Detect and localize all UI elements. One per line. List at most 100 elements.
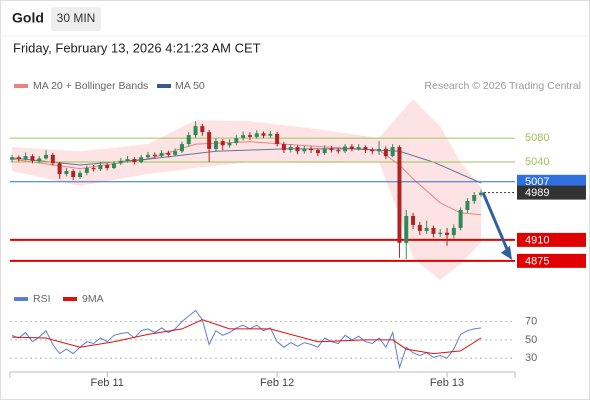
candle-body — [145, 154, 150, 158]
candle-body — [417, 224, 422, 231]
candle-body — [84, 168, 89, 173]
forecast-arrow — [481, 192, 511, 255]
level-label: 4989 — [525, 187, 549, 199]
indicator-tick-label: 50 — [525, 334, 537, 346]
candle-body — [465, 200, 470, 210]
candle-body — [10, 157, 15, 160]
level-label: 4910 — [525, 234, 549, 246]
candle-body — [111, 163, 116, 169]
candle-body — [186, 135, 191, 145]
candle-body — [336, 150, 341, 152]
legend-label: RSI — [33, 293, 51, 305]
candle-body — [438, 232, 443, 234]
candle-body — [302, 148, 307, 152]
candle-body — [91, 168, 96, 170]
candle-body — [57, 163, 62, 175]
candle-body — [50, 154, 55, 164]
candle-body — [125, 159, 130, 161]
candle-body — [411, 215, 416, 225]
candle-body — [23, 156, 28, 160]
candle-body — [281, 144, 286, 151]
candle-body — [445, 232, 450, 236]
level-label: 5040 — [525, 156, 549, 168]
x-tick-label: Feb 11 — [90, 377, 123, 389]
legend-label: MA 20 + Bollinger Bands — [33, 80, 148, 92]
candle-body — [458, 209, 463, 228]
candle-body — [472, 194, 477, 201]
candle-body — [390, 147, 395, 157]
candle-body — [132, 159, 137, 163]
candle-body — [295, 147, 300, 152]
candle-body — [322, 148, 327, 154]
candle-body — [261, 133, 266, 136]
candle-body — [451, 227, 456, 236]
candle-body — [397, 147, 402, 243]
level-box — [517, 232, 586, 247]
candle-body — [193, 126, 198, 136]
candle-body — [200, 126, 205, 133]
candle-body — [404, 215, 409, 243]
credit: Research © 2026 Trading Central — [424, 80, 581, 92]
x-tick-label: Feb 12 — [260, 377, 294, 389]
candle-body — [329, 148, 334, 151]
candle-body — [268, 133, 273, 136]
legend-swatch — [14, 84, 28, 88]
x-tick-label: Feb 13 — [430, 377, 464, 389]
candle-body — [173, 151, 178, 155]
candle-body — [98, 165, 103, 170]
candle-body — [64, 171, 69, 175]
legend-swatch — [14, 297, 28, 301]
candle-body — [424, 227, 429, 231]
candle-body — [377, 148, 382, 152]
indicator-tick-label: 30 — [525, 352, 537, 364]
candle-body — [309, 148, 314, 151]
candle-body — [275, 133, 280, 145]
interval[interactable]: 30 MIN — [57, 11, 96, 25]
indicator-line — [11, 319, 482, 355]
level-label: 4875 — [525, 255, 549, 267]
indicator-line — [11, 309, 482, 370]
level-box — [517, 185, 586, 200]
candle-body — [152, 154, 157, 157]
timestamp: Friday, February 13, 2026 4:21:23 AM CET — [13, 40, 261, 55]
candle-body — [37, 158, 42, 161]
candle-body — [118, 160, 123, 164]
candle-body — [179, 144, 184, 152]
ma20-line — [11, 141, 482, 216]
candle-body — [247, 135, 252, 137]
legend-swatch — [157, 84, 171, 88]
candle-body — [370, 150, 375, 152]
candle-body — [363, 147, 368, 151]
candle-body — [16, 157, 21, 160]
candle-body — [431, 227, 436, 234]
candle-body — [479, 192, 484, 195]
candle-body — [220, 141, 225, 146]
forecast-arrowhead — [501, 245, 512, 260]
candle-body — [78, 172, 83, 178]
candle-body — [207, 132, 212, 149]
candle-body — [254, 133, 259, 137]
candle-body — [234, 138, 239, 143]
candle-body — [227, 142, 232, 146]
candle-body — [105, 165, 110, 169]
legend-swatch — [63, 297, 77, 301]
candle-body — [139, 157, 144, 163]
instrument-title: Gold — [12, 10, 44, 26]
legend-label: MA 50 — [175, 80, 205, 92]
candle-body — [71, 171, 76, 178]
candle-body — [30, 156, 35, 161]
bollinger-band — [12, 99, 481, 280]
candle-body — [383, 148, 388, 157]
candle-body — [44, 154, 49, 159]
level-label: 5007 — [525, 176, 549, 188]
indicator-tick-label: 70 — [525, 315, 537, 327]
interval-badge[interactable] — [51, 7, 101, 31]
candle-body — [288, 147, 293, 151]
legend-label: 9MA — [82, 293, 104, 305]
candle-body — [241, 135, 246, 139]
candle-body — [166, 153, 171, 155]
level-label: 5080 — [525, 132, 549, 144]
